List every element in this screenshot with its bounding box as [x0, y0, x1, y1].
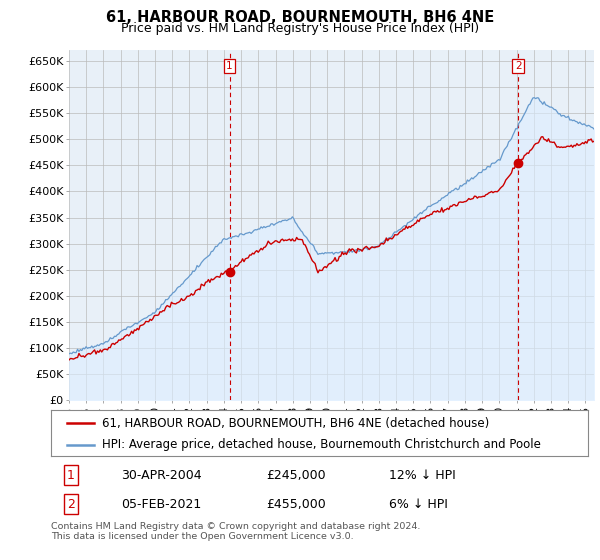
Text: 61, HARBOUR ROAD, BOURNEMOUTH, BH6 4NE (detached house): 61, HARBOUR ROAD, BOURNEMOUTH, BH6 4NE (… — [102, 417, 489, 430]
Text: 1: 1 — [226, 61, 233, 71]
Text: £455,000: £455,000 — [266, 498, 326, 511]
Text: 1: 1 — [67, 469, 75, 482]
Text: 2: 2 — [67, 498, 75, 511]
Text: Price paid vs. HM Land Registry's House Price Index (HPI): Price paid vs. HM Land Registry's House … — [121, 22, 479, 35]
Text: 12% ↓ HPI: 12% ↓ HPI — [389, 469, 456, 482]
Text: 61, HARBOUR ROAD, BOURNEMOUTH, BH6 4NE: 61, HARBOUR ROAD, BOURNEMOUTH, BH6 4NE — [106, 10, 494, 25]
Text: 30-APR-2004: 30-APR-2004 — [121, 469, 202, 482]
Text: Contains HM Land Registry data © Crown copyright and database right 2024.
This d: Contains HM Land Registry data © Crown c… — [51, 522, 421, 542]
Text: 05-FEB-2021: 05-FEB-2021 — [121, 498, 201, 511]
Text: £245,000: £245,000 — [266, 469, 325, 482]
Text: 2: 2 — [515, 61, 521, 71]
Text: HPI: Average price, detached house, Bournemouth Christchurch and Poole: HPI: Average price, detached house, Bour… — [102, 438, 541, 451]
Text: 6% ↓ HPI: 6% ↓ HPI — [389, 498, 448, 511]
